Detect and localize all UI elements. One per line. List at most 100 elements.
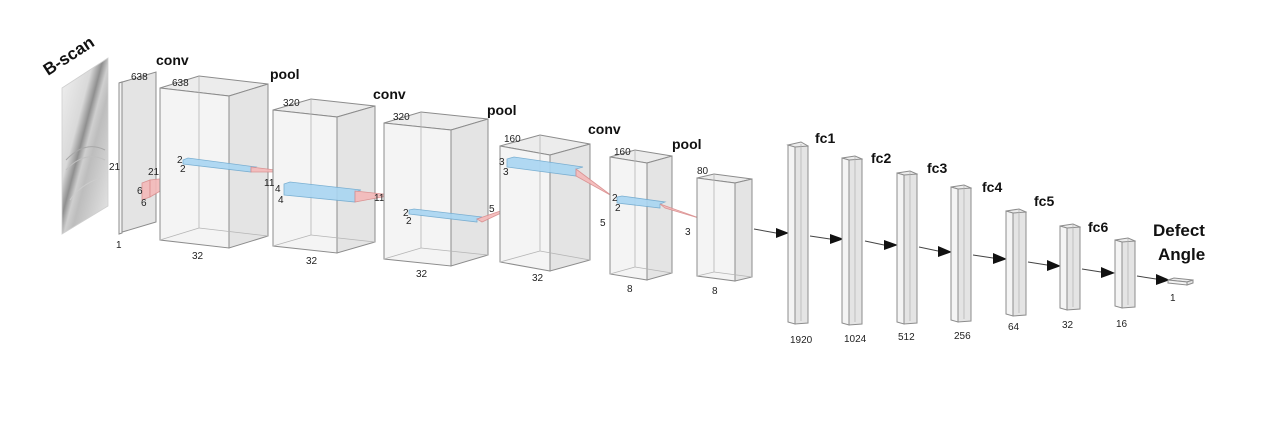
fc-layer-2: fc2 1024 xyxy=(841,150,891,345)
conv3-height-label: 160 xyxy=(614,147,631,158)
conv1-title: conv xyxy=(156,52,189,68)
conv3-k-b: 2 xyxy=(615,203,621,214)
conv1-width-label: 32 xyxy=(192,251,204,262)
arrow-7 xyxy=(1101,267,1115,278)
pool1-kin-label: 11 xyxy=(264,178,275,189)
fc-layer-units-label: 32 xyxy=(1062,320,1074,331)
fc-layer-front xyxy=(787,144,796,325)
fc-layer-side xyxy=(848,158,863,326)
conv1-kernel-in-label: 21 xyxy=(148,167,160,178)
fc-layer-units-label: 64 xyxy=(1008,322,1020,333)
fc-layer-title: fc3 xyxy=(927,160,947,176)
fc-layer-front xyxy=(1059,225,1068,311)
pool3-title: pool xyxy=(672,136,702,152)
pool2-k-b: 3 xyxy=(503,167,509,178)
kernel1-pink xyxy=(141,179,151,201)
fc-layer-title: fc2 xyxy=(871,150,891,166)
fc-layer-side xyxy=(903,173,918,325)
pool1-title: pool xyxy=(270,66,300,82)
pool2-title: pool xyxy=(487,102,517,118)
kernel1-size-label: 21 xyxy=(109,162,121,173)
conv1-height-label: 638 xyxy=(172,78,189,89)
conv3-projection xyxy=(659,203,703,220)
pool2-projection xyxy=(575,168,613,197)
conv3-title: conv xyxy=(588,121,621,137)
fc-layer-front xyxy=(841,157,850,326)
pool1-block: pool 320 32 11 4 4 11 xyxy=(264,66,394,267)
arrow-2 xyxy=(830,234,844,244)
conv3-k-a: 2 xyxy=(612,193,618,204)
conv2-title: conv xyxy=(373,86,406,102)
fc-layer-title: fc4 xyxy=(982,179,1002,195)
fc-layer-side xyxy=(1012,211,1027,317)
conv1-block: conv 638 32 21 2 2 xyxy=(148,52,293,262)
conv3-kout-label: 3 xyxy=(685,227,691,238)
pool1-projection xyxy=(354,190,394,203)
pool1-kout-label: 11 xyxy=(374,193,385,204)
fc-layer-title: fc6 xyxy=(1088,219,1108,235)
conv2-width-label: 32 xyxy=(416,269,428,280)
arrow-3 xyxy=(884,240,898,250)
conv2-k-b: 2 xyxy=(406,216,412,227)
kernel1-a-label: 6 xyxy=(137,186,143,197)
fc-layers: fc1 1920 fc2 1024 fc3 512 fc4 256 fc5 64 fc6 32 16 xyxy=(786,130,1137,346)
conv3-width-label: 8 xyxy=(627,284,633,295)
conv1-kout-b: 2 xyxy=(180,164,186,175)
conv3-kin-label: 5 xyxy=(600,218,606,229)
fc-layer-front xyxy=(896,172,905,325)
pool3-block: pool 80 8 xyxy=(672,136,753,297)
fc-layer-1: fc1 1920 xyxy=(786,130,835,346)
arrow-5 xyxy=(993,253,1007,264)
conv2-k-a: 2 xyxy=(403,208,409,219)
connection-arrows xyxy=(753,228,1170,285)
fc-layer-units-label: 1920 xyxy=(790,335,813,346)
input-depth-label: 1 xyxy=(116,240,122,251)
conv2-block: conv 320 32 2 2 5 xyxy=(373,86,519,280)
bscan-input: B-scan xyxy=(40,33,109,235)
fc-layer-front xyxy=(1005,210,1014,317)
pool2-height-label: 160 xyxy=(504,134,521,145)
fc-layer-3: fc3 512 xyxy=(896,160,947,343)
output-title-line1: Defect xyxy=(1153,221,1205,240)
pool1-height-label: 320 xyxy=(283,98,300,109)
fc-layer-5: fc5 64 xyxy=(1005,193,1054,333)
output-title-line2: Angle xyxy=(1158,245,1205,264)
fc-layer-side xyxy=(1066,226,1081,311)
fc-layer-front xyxy=(950,186,959,323)
conv2-kout-label: 5 xyxy=(489,204,495,215)
pool3-height-label: 80 xyxy=(697,166,709,177)
pool1-k-a: 4 xyxy=(275,184,281,195)
fc-layer-units-label: 512 xyxy=(898,332,915,343)
conv2-height-label: 320 xyxy=(393,112,410,123)
fc-layer-7: 16 xyxy=(1114,237,1137,330)
arrow-4 xyxy=(938,246,952,257)
fc-layer-units-label: 1024 xyxy=(844,334,867,345)
fc-layer-units-label: 256 xyxy=(954,331,971,342)
kernel1-b-label: 6 xyxy=(141,198,147,209)
arrow-1 xyxy=(776,228,789,238)
conv1-kout-a: 2 xyxy=(177,155,183,166)
fc-layer-side xyxy=(957,187,972,323)
fc-layer-units-label: 16 xyxy=(1116,319,1128,330)
arrow-8 xyxy=(1156,274,1170,285)
fc-layer-title: fc1 xyxy=(815,130,835,146)
bscan-image xyxy=(61,57,109,235)
fc-layer-side xyxy=(794,145,809,325)
pool2-k-a: 3 xyxy=(499,157,505,168)
fc-layer-title: fc5 xyxy=(1034,193,1054,209)
conv3-block: conv 160 8 5 2 2 3 xyxy=(588,121,703,295)
output-node: Defect Angle 1 xyxy=(1153,221,1205,304)
output-units-label: 1 xyxy=(1170,293,1176,304)
fc-layer-6: fc6 32 xyxy=(1059,219,1108,331)
pool2-block: pool 160 32 3 3 xyxy=(487,102,613,284)
fc-layer-side xyxy=(1121,240,1136,309)
fc-layer-4: fc4 256 xyxy=(950,179,1002,342)
pool2-width-label: 32 xyxy=(532,273,544,284)
input-dim-label: 638 xyxy=(131,72,148,83)
fc-layer-front xyxy=(1114,239,1123,309)
pool1-width-label: 32 xyxy=(306,256,318,267)
pool1-k-b: 4 xyxy=(278,195,284,206)
arrow-6 xyxy=(1047,260,1061,271)
pool3-width-label: 8 xyxy=(712,286,718,297)
